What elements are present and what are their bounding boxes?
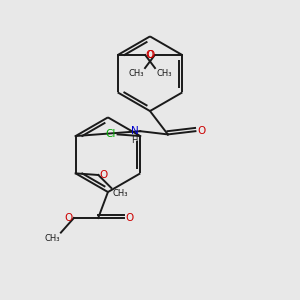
Text: CH₃: CH₃ bbox=[45, 234, 60, 243]
Text: CH₃: CH₃ bbox=[156, 69, 172, 78]
Text: O: O bbox=[197, 125, 205, 136]
Text: O: O bbox=[147, 50, 155, 60]
Text: CH₃: CH₃ bbox=[112, 189, 128, 198]
Text: O: O bbox=[100, 170, 108, 180]
Text: N: N bbox=[131, 126, 139, 136]
Text: O: O bbox=[64, 213, 73, 223]
Text: H: H bbox=[131, 136, 138, 146]
Text: CH₃: CH₃ bbox=[128, 69, 144, 78]
Text: O: O bbox=[145, 50, 153, 60]
Text: Cl: Cl bbox=[106, 129, 116, 139]
Text: O: O bbox=[126, 213, 134, 223]
